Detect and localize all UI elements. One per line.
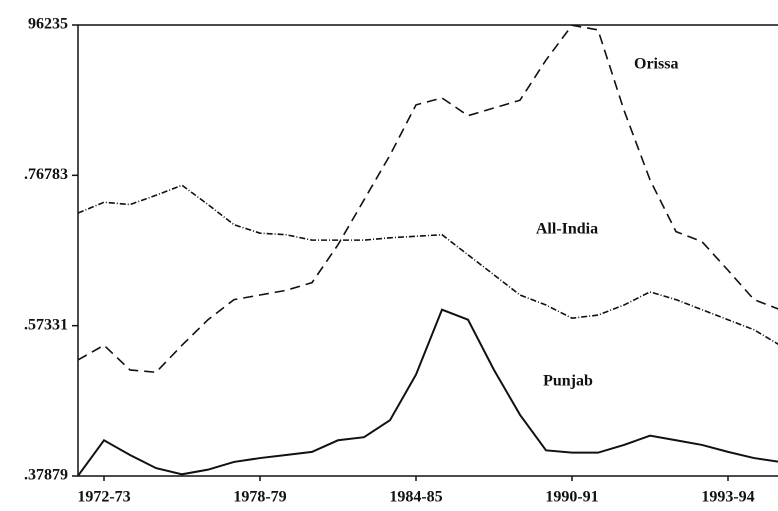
series-label: Punjab xyxy=(543,373,593,390)
x-tick-label: 1984-85 xyxy=(389,489,442,506)
series-line xyxy=(77,308,778,477)
series-line xyxy=(77,184,778,345)
series-label: Orissa xyxy=(634,56,678,73)
y-tick-label: .76783 xyxy=(24,166,68,183)
y-tick-label: 96235 xyxy=(28,16,68,33)
x-tick-label: 1990-91 xyxy=(545,489,598,506)
series-line xyxy=(77,24,778,374)
x-tick-label: 1978-79 xyxy=(233,489,286,506)
series-label: All-India xyxy=(536,221,598,238)
x-tick-label: 1993-94 xyxy=(701,489,754,506)
x-tick-label: 1972-73 xyxy=(77,489,130,506)
y-tick-label: .57331 xyxy=(24,316,68,333)
y-tick-label: .37879 xyxy=(24,467,68,484)
